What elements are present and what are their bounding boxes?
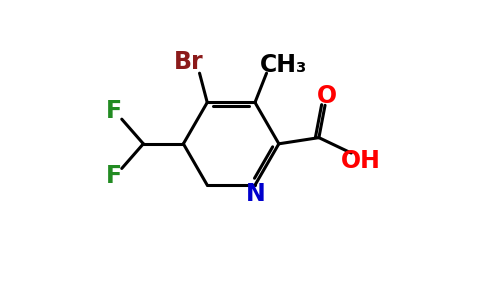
Text: CH₃: CH₃ [260, 53, 307, 77]
Text: F: F [106, 100, 122, 124]
Text: F: F [106, 164, 122, 188]
Text: OH: OH [341, 149, 380, 173]
Text: N: N [246, 182, 266, 206]
Text: O: O [317, 84, 337, 108]
Text: Br: Br [174, 50, 204, 74]
